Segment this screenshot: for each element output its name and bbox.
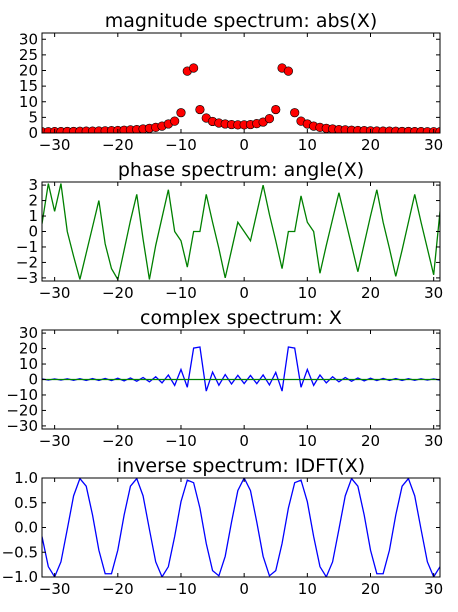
magnitude-point	[176, 108, 186, 118]
complex-real-line	[42, 346, 440, 392]
x-tick-label: 20	[361, 136, 380, 154]
y-tick-label: −1.0	[2, 568, 38, 586]
x-tick-label: −30	[39, 432, 71, 450]
x-tick-label: 10	[298, 432, 317, 450]
x-tick-label: 10	[298, 136, 317, 154]
y-tick-label: 3	[28, 176, 38, 194]
magnitude-point	[283, 66, 293, 76]
y-tick-label: 1.0	[14, 469, 38, 487]
y-tick-label: −10	[6, 386, 38, 404]
y-tick-label: 10	[19, 355, 38, 373]
magnitude-point	[271, 104, 281, 115]
y-tick-label: 30	[19, 324, 38, 342]
x-tick-label: −20	[102, 136, 134, 154]
x-tick-label: 20	[361, 284, 380, 302]
y-tick-label: 1	[28, 207, 38, 225]
magnitude-point	[195, 104, 205, 115]
x-tick-label: 20	[361, 432, 380, 450]
y-tick-label: 25	[19, 46, 38, 64]
y-tick-label: 20	[19, 62, 38, 80]
plot-area	[42, 183, 440, 281]
plot-area	[42, 478, 440, 577]
inverse-spectrum-panel: inverse spectrum: IDFT(X) −30 −20 −10 0 10 20…	[2, 455, 444, 598]
x-tick-label: −30	[39, 136, 71, 154]
y-tick-label: −30	[6, 417, 38, 435]
magnitude-point	[264, 114, 275, 124]
y-tick-label: 0.5	[14, 494, 38, 512]
y-tick-label: −3	[16, 269, 38, 287]
y-tick-label: 0	[28, 124, 38, 142]
y-tick-label: 10	[19, 93, 38, 111]
x-tick-label: −10	[165, 580, 197, 598]
y-tick-label: 2	[28, 192, 38, 210]
x-tick-label: 10	[298, 284, 317, 302]
x-tick-label: 0	[239, 284, 249, 302]
x-tick-label: −10	[165, 284, 197, 302]
x-tick-label: −20	[102, 284, 134, 302]
inverse-signal-line	[42, 478, 440, 577]
phase-spectrum-title: phase spectrum: angle(X)	[118, 159, 364, 181]
x-tick-label: −10	[165, 136, 197, 154]
y-tick-label: 0	[28, 371, 38, 389]
x-tick-label: −20	[102, 432, 134, 450]
magnitude-point	[189, 63, 199, 73]
x-tick-label: 30	[424, 284, 443, 302]
x-tick-label: 30	[424, 432, 443, 450]
y-tick-label: 30	[19, 30, 38, 48]
x-tick-label: 30	[424, 580, 443, 598]
plot-area	[42, 346, 440, 392]
x-tick-label: 30	[424, 136, 443, 154]
complex-spectrum-title: complex spectrum: X	[140, 307, 342, 329]
axes-frame	[41, 181, 441, 282]
x-tick-label: 20	[361, 580, 380, 598]
x-tick-label: 10	[298, 580, 317, 598]
magnitude-spectrum-title: magnitude spectrum: abs(X)	[105, 10, 378, 32]
magnitude-spectrum-panel: magnitude spectrum: abs(X) −30 −20 −10 0 10 2…	[19, 10, 443, 154]
magnitude-point	[435, 127, 440, 133]
y-tick-label: 15	[19, 77, 38, 95]
y-tick-label: −0.5	[2, 543, 38, 561]
y-tick-label: 0.0	[14, 519, 38, 537]
plot-area	[42, 63, 440, 133]
x-tick-label: −30	[39, 580, 71, 598]
x-tick-label: −10	[165, 432, 197, 450]
phase-line	[42, 183, 440, 281]
x-tick-label: −30	[39, 284, 71, 302]
phase-spectrum-panel: phase spectrum: angle(X) −30 −20 −10 0 10 20 3…	[16, 159, 443, 302]
x-tick-label: −20	[102, 580, 134, 598]
y-tick-label: −1	[16, 238, 38, 256]
y-tick-label: −20	[6, 401, 38, 419]
y-tick-label: −2	[16, 253, 38, 271]
x-tick-label: 0	[239, 580, 249, 598]
complex-spectrum-panel: complex spectrum: X −30 −20 −10 0 10 20 30−30−…	[6, 307, 443, 450]
inverse-spectrum-title: inverse spectrum: IDFT(X)	[117, 455, 365, 477]
x-tick-label: 0	[239, 136, 249, 154]
y-tick-label: 5	[28, 108, 38, 126]
magnitude-point	[290, 108, 300, 118]
axes-frame	[41, 32, 441, 134]
x-tick-label: 0	[239, 432, 249, 450]
magnitude-point	[170, 116, 180, 126]
y-tick-label: 20	[19, 340, 38, 358]
y-tick-label: 0	[28, 223, 38, 241]
